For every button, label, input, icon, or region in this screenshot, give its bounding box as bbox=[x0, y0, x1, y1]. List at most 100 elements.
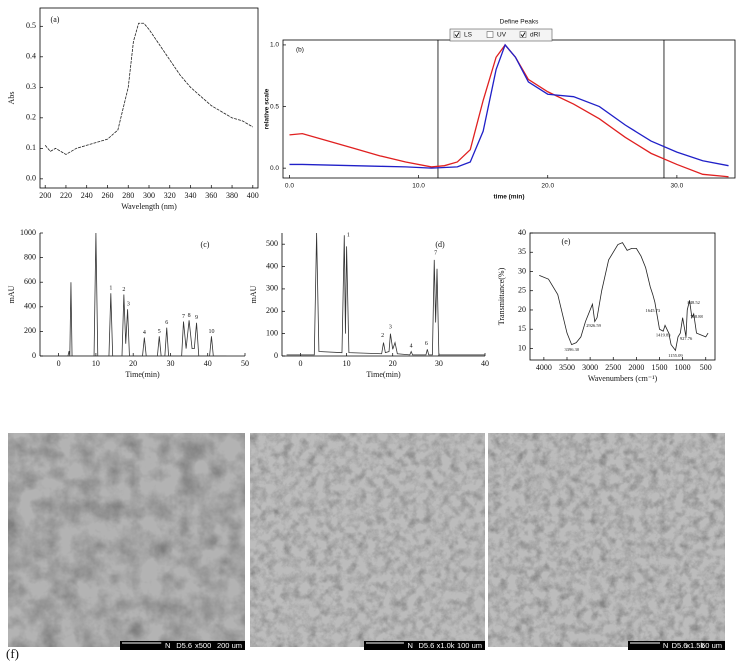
x-tick-label: 30 bbox=[435, 359, 443, 368]
x-tick-label: 320 bbox=[164, 191, 176, 200]
y-axis-label: mAU bbox=[7, 285, 16, 303]
y-tick-label: 600 bbox=[24, 277, 36, 286]
y-tick-label: 10 bbox=[518, 343, 526, 352]
peak-label: 1155.09 bbox=[668, 353, 683, 358]
panel-label: (e) bbox=[562, 237, 571, 246]
sem-setting: D5.6 bbox=[418, 641, 434, 650]
y-tick-label: 800 bbox=[24, 252, 36, 261]
y-tick-label: 0.1 bbox=[26, 143, 36, 152]
sem-detector: N bbox=[663, 641, 668, 650]
peak-label: 848.52 bbox=[688, 300, 700, 305]
y-tick-label: 35 bbox=[518, 247, 526, 256]
y-tick-label: 500 bbox=[266, 239, 278, 248]
x-tick-label: 380 bbox=[226, 191, 238, 200]
x-tick-label: 2500 bbox=[605, 363, 621, 372]
legend-label: dRI bbox=[530, 32, 540, 39]
peak-label: 2 bbox=[381, 333, 384, 339]
y-tick-label: 20 bbox=[518, 305, 526, 314]
y-tick-label: 100 bbox=[266, 328, 278, 337]
series-line bbox=[44, 22, 254, 155]
y-tick-label: 25 bbox=[518, 286, 526, 295]
legend-check bbox=[454, 32, 460, 38]
legend-box bbox=[449, 28, 553, 42]
y-tick-label: 40 bbox=[518, 228, 526, 237]
plot-frame bbox=[529, 232, 716, 361]
panel-label: (f) bbox=[6, 646, 19, 661]
y-tick-label: 0.0 bbox=[270, 165, 279, 172]
x-tick-label: 280 bbox=[122, 191, 134, 200]
peak-label: 1 bbox=[109, 286, 112, 292]
x-tick-label: 240 bbox=[81, 191, 93, 200]
x-tick-label: 50 bbox=[241, 359, 249, 368]
peak-label: 9 bbox=[195, 315, 198, 321]
legend-checkbox bbox=[453, 31, 461, 38]
y-tick-label: 400 bbox=[24, 302, 36, 311]
legend-label: LS bbox=[464, 32, 473, 39]
panel-label: (a) bbox=[51, 15, 60, 24]
x-axis-label: time (min) bbox=[493, 194, 524, 201]
y-tick-label: 15 bbox=[518, 324, 526, 333]
x-tick-label: 3500 bbox=[559, 363, 575, 372]
sem-texture bbox=[488, 433, 725, 647]
peak-label: 1645.73 bbox=[645, 308, 660, 313]
x-tick-label: 340 bbox=[185, 191, 197, 200]
x-axis-label: Wavenumbers (cm⁻¹) bbox=[588, 374, 658, 383]
x-tick-label: 40 bbox=[481, 359, 489, 368]
x-tick-label: 400 bbox=[247, 191, 259, 200]
x-tick-label: 0 bbox=[57, 359, 61, 368]
peak-label: 768.88 bbox=[690, 314, 703, 319]
series-line bbox=[58, 233, 227, 356]
chart-title: Define Peaks bbox=[500, 19, 539, 26]
series-line bbox=[289, 43, 729, 178]
y-tick-label: 400 bbox=[266, 261, 278, 270]
y-axis-label: relative scale bbox=[264, 88, 271, 129]
sem-magnification: x1.5k bbox=[686, 641, 704, 650]
peak-label: 1419.83 bbox=[656, 332, 671, 337]
peak-label: 8 bbox=[188, 313, 191, 319]
peak-label: 7 bbox=[434, 251, 437, 257]
x-axis-label: Time(min) bbox=[366, 370, 401, 379]
y-tick-label: 200 bbox=[266, 306, 278, 315]
peak-label: 7 bbox=[182, 314, 185, 320]
y-tick-label: 200 bbox=[24, 326, 36, 335]
x-tick-label: 10 bbox=[92, 359, 100, 368]
peak-label: 3 bbox=[127, 302, 130, 308]
sem-info-bar bbox=[364, 641, 485, 650]
y-tick-label: 0.4 bbox=[26, 52, 36, 61]
x-tick-label: 260 bbox=[101, 191, 113, 200]
sem-magnification: x500 bbox=[195, 641, 211, 650]
panel-label: (b) bbox=[296, 47, 304, 54]
peak-label: 4 bbox=[410, 343, 413, 349]
y-tick-label: 0 bbox=[32, 351, 36, 360]
legend-label: UV bbox=[497, 32, 507, 39]
panel-label: (d) bbox=[435, 240, 445, 249]
x-tick-label: 2000 bbox=[628, 363, 644, 372]
peak-label: 2926.59 bbox=[586, 323, 601, 328]
plot-frame bbox=[282, 39, 736, 179]
y-tick-label: 0.5 bbox=[270, 103, 279, 110]
x-tick-label: 30.0 bbox=[671, 183, 684, 190]
sem-scale: 50 um bbox=[701, 641, 722, 650]
legend-checkbox bbox=[486, 31, 494, 38]
x-tick-label: 0.0 bbox=[285, 183, 294, 190]
sem-detector: N bbox=[165, 641, 170, 650]
y-tick-label: 0.2 bbox=[26, 113, 36, 122]
peak-label: 927.76 bbox=[680, 336, 693, 341]
peak-label: 10 bbox=[208, 329, 214, 335]
x-tick-label: 220 bbox=[60, 191, 72, 200]
x-axis-label: Wavelength (nm) bbox=[121, 202, 177, 211]
x-tick-label: 300 bbox=[143, 191, 155, 200]
peak-label: 5 bbox=[158, 329, 161, 335]
x-tick-label: 1000 bbox=[675, 363, 691, 372]
sem-scale: 200 um bbox=[217, 641, 242, 650]
sem-detector: N bbox=[408, 641, 413, 650]
sem-magnification: x1.0k bbox=[437, 641, 455, 650]
peak-label: 1 bbox=[347, 233, 350, 239]
y-tick-label: 0 bbox=[274, 351, 278, 360]
y-tick-label: 30 bbox=[518, 266, 526, 275]
sem-setting: D5.6 bbox=[672, 641, 688, 650]
x-tick-label: 40 bbox=[204, 359, 212, 368]
x-tick-label: 3000 bbox=[582, 363, 598, 372]
